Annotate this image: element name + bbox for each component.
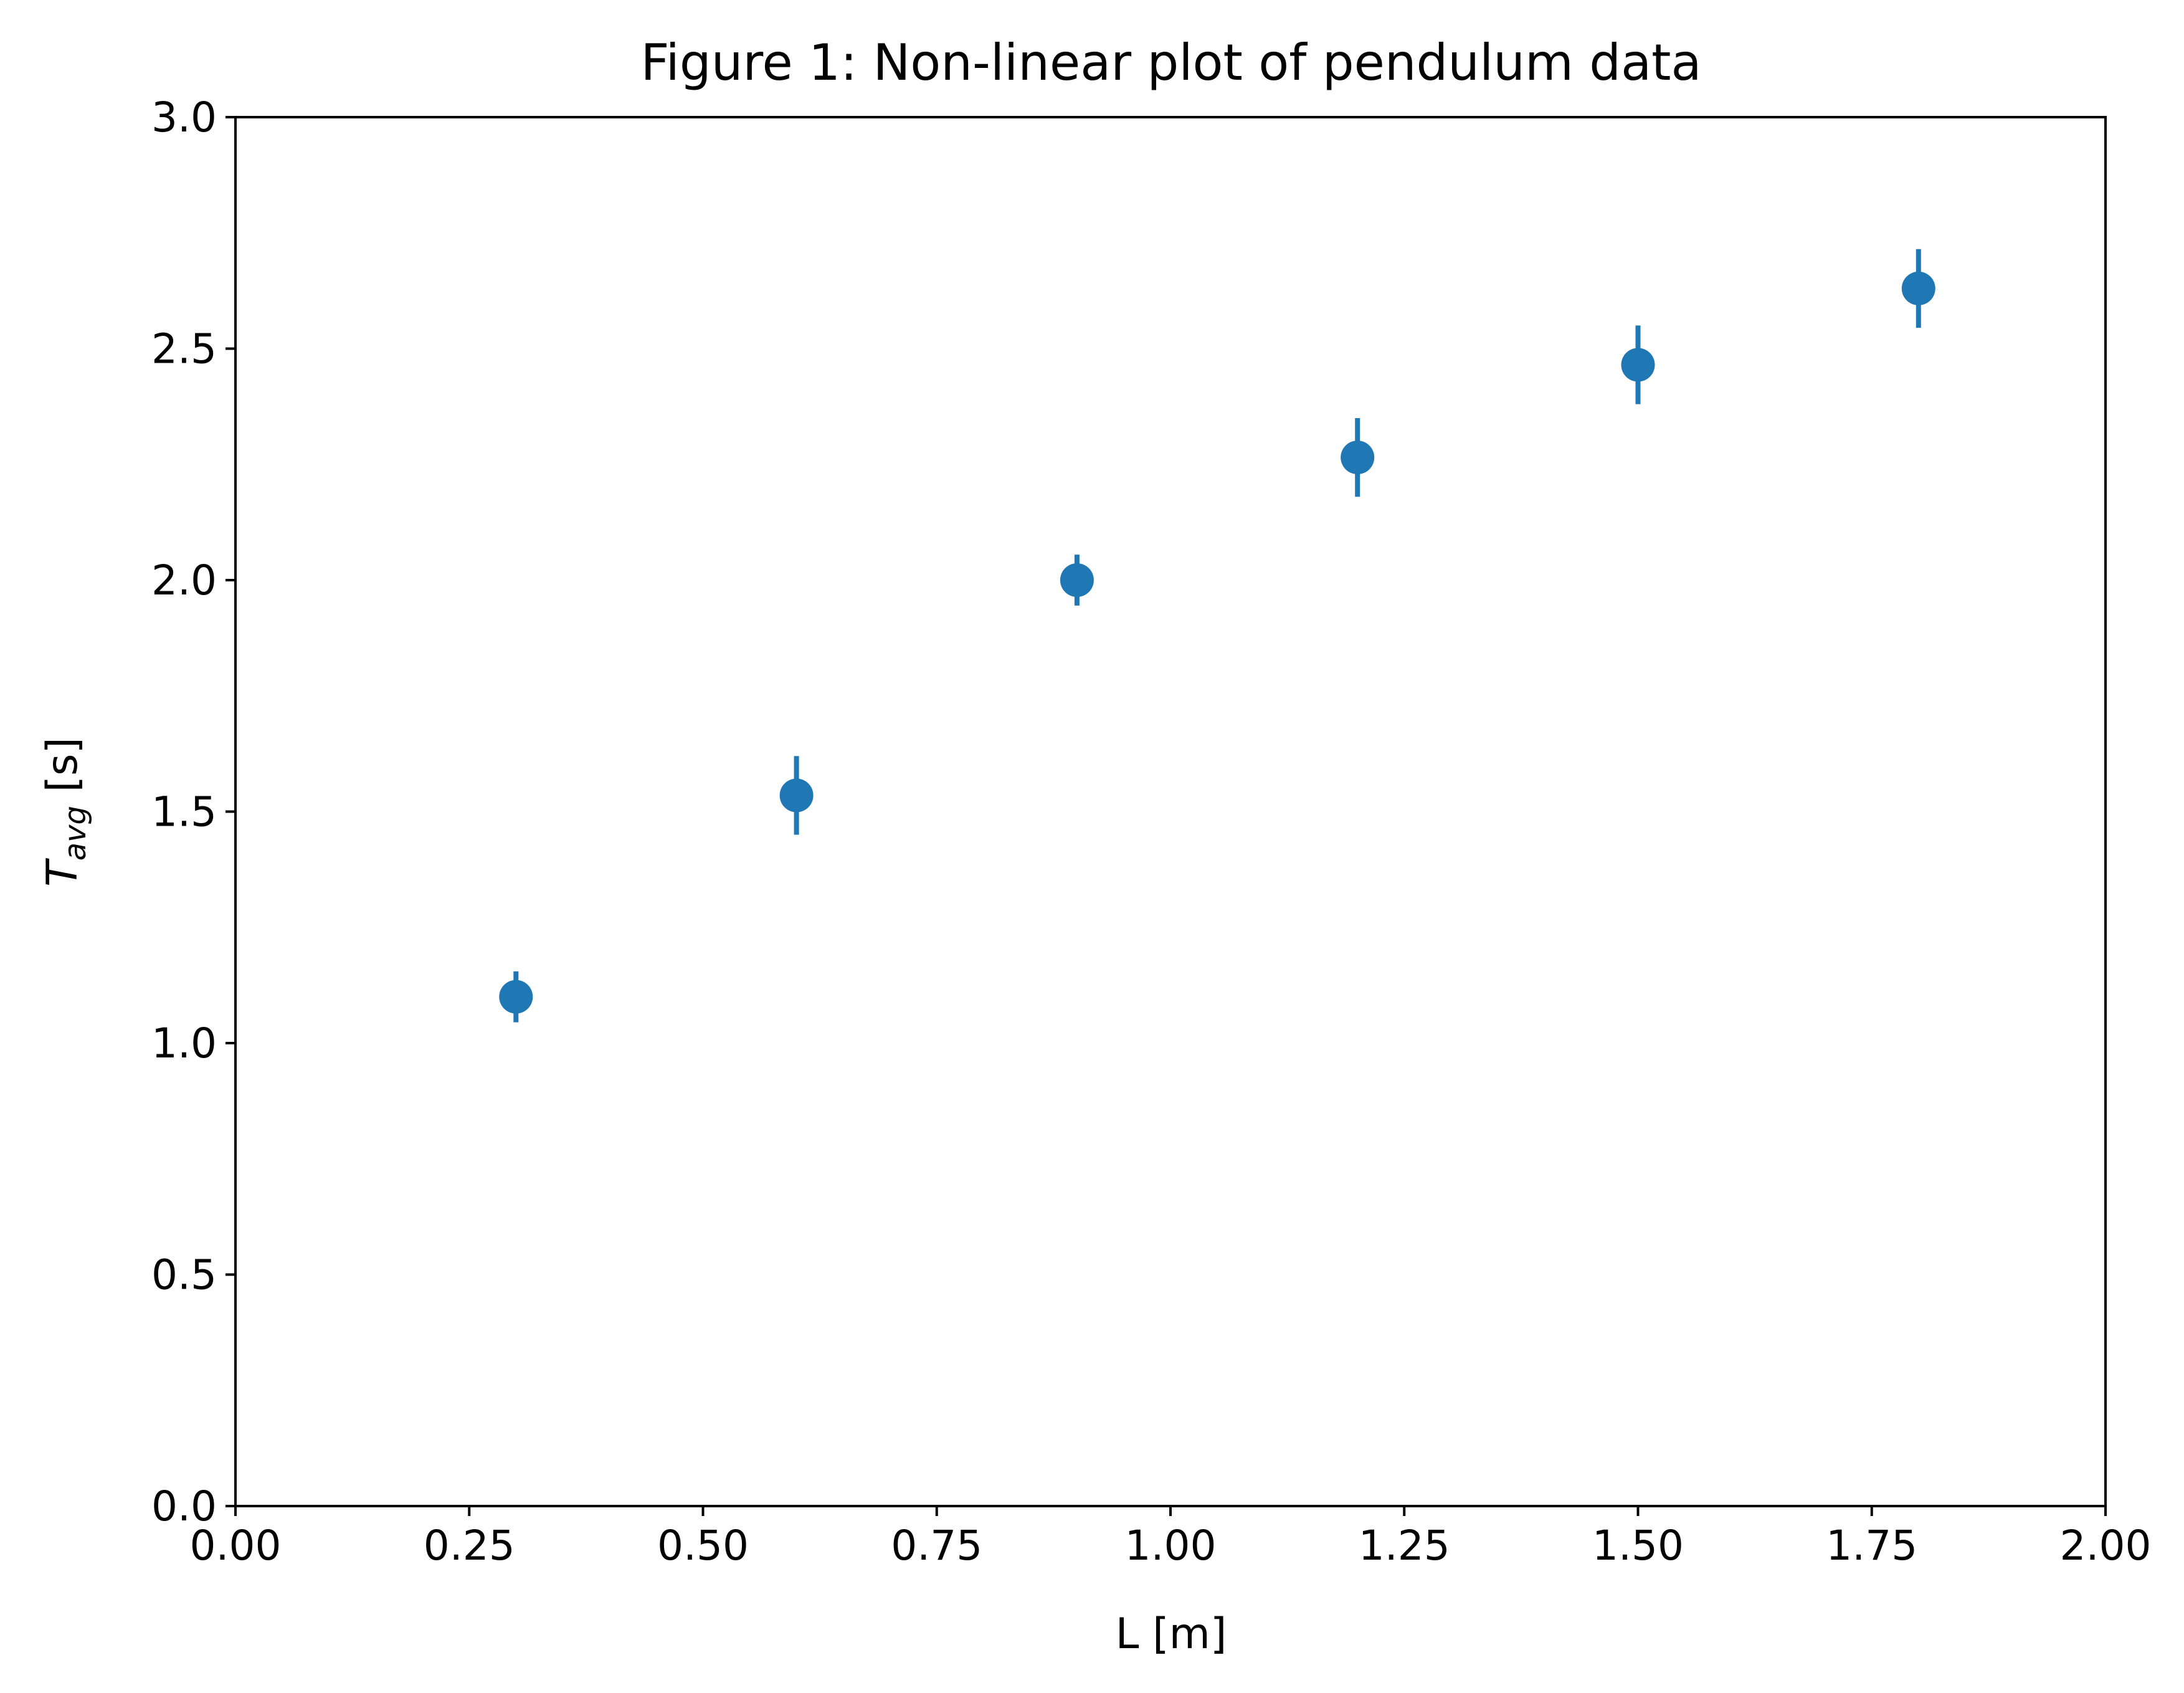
y-tick-label: 1.0	[151, 1019, 217, 1067]
x-tick-label: 0.50	[657, 1522, 749, 1570]
chart-title: Figure 1: Non-linear plot of pendulum da…	[640, 34, 1701, 92]
data-series	[499, 249, 1935, 1023]
x-axis-label: L [m]	[1116, 1610, 1227, 1659]
x-tick-label: 0.25	[424, 1522, 515, 1570]
x-tick-label: 1.75	[1826, 1522, 1917, 1570]
y-axis-label-subscript: avg	[58, 806, 93, 861]
data-point	[779, 778, 814, 813]
data-point	[1901, 271, 1935, 305]
x-axis: 0.00 0.25 0.50 0.75 1.00 1.25 1.50 1.75 2.00	[190, 1506, 2152, 1570]
y-tick-label: 2.5	[151, 325, 217, 373]
y-tick-label: 0.0	[151, 1482, 217, 1530]
y-tick-label: 0.5	[151, 1251, 217, 1299]
x-tick-label: 1.25	[1359, 1522, 1450, 1570]
x-tick-label: 1.50	[1592, 1522, 1684, 1570]
x-tick-label: 1.00	[1125, 1522, 1217, 1570]
x-tick-label: 0.75	[891, 1522, 982, 1570]
x-tick-label: 0.00	[190, 1522, 282, 1570]
y-axis-label-symbol: T	[38, 858, 87, 887]
y-tick-label: 1.5	[151, 788, 217, 836]
y-tick-label: 2.0	[151, 556, 217, 604]
y-axis: 0.0 0.5 1.0 1.5 2.0 2.5 3.0	[151, 93, 235, 1530]
data-point	[1060, 563, 1094, 597]
y-axis-label-unit: [s]	[38, 737, 87, 806]
y-axis-label: Tavg [s]	[38, 737, 93, 887]
data-point	[499, 980, 533, 1014]
y-tick-label: 3.0	[151, 93, 217, 141]
data-point	[1621, 348, 1655, 382]
data-point	[1341, 441, 1375, 475]
x-tick-label: 2.00	[2060, 1522, 2152, 1570]
